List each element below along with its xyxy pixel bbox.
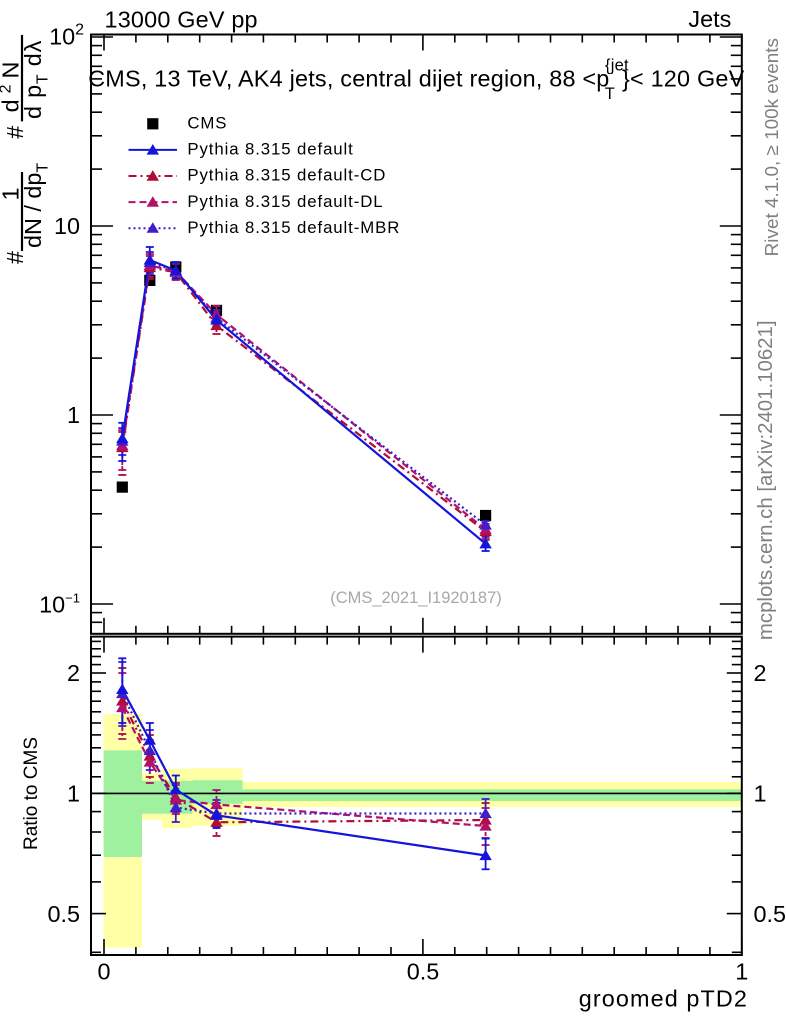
svg-text:Pythia 8.315 default-DL: Pythia 8.315 default-DL (187, 192, 383, 211)
svg-text:Pythia 8.315 default: Pythia 8.315 default (187, 140, 353, 159)
svg-text:Rivet 4.1.0, ≥ 100k events: Rivet 4.1.0, ≥ 100k events (762, 38, 783, 256)
svg-text:0: 0 (97, 959, 110, 985)
svg-text:mcplots.cern.ch [arXiv:2401.10: mcplots.cern.ch [arXiv:2401.10621] (755, 320, 777, 640)
svg-text:d2N: d2N (0, 56, 24, 113)
svg-text:0.5: 0.5 (407, 959, 440, 985)
svg-text:10: 10 (54, 213, 80, 239)
svg-text:Pythia 8.315 default-CD: Pythia 8.315 default-CD (187, 166, 386, 185)
svg-text:Jets: Jets (688, 6, 731, 32)
svg-text:2: 2 (67, 660, 80, 686)
svg-text:1: 1 (67, 781, 80, 807)
svg-text:13000 GeV pp: 13000 GeV pp (105, 6, 258, 32)
svg-text:2: 2 (754, 660, 767, 686)
svg-text:1: 1 (67, 402, 80, 428)
svg-text:#: # (2, 251, 28, 264)
svg-text:1: 1 (0, 187, 24, 200)
svg-text:0.5: 0.5 (47, 901, 80, 927)
svg-text:1: 1 (735, 959, 748, 985)
svg-text:1: 1 (754, 781, 767, 807)
svg-text:0.5: 0.5 (754, 901, 786, 927)
svg-text:(CMS_2021_I1920187): (CMS_2021_I1920187) (330, 589, 502, 607)
svg-text:Ratio to CMS: Ratio to CMS (21, 737, 42, 850)
svg-text:CMS: CMS (187, 114, 227, 133)
svg-text:groomed pTD2: groomed pTD2 (579, 986, 748, 1012)
svg-text:#: # (2, 126, 28, 139)
svg-text:Pythia 8.315 default-MBR: Pythia 8.315 default-MBR (187, 218, 400, 237)
